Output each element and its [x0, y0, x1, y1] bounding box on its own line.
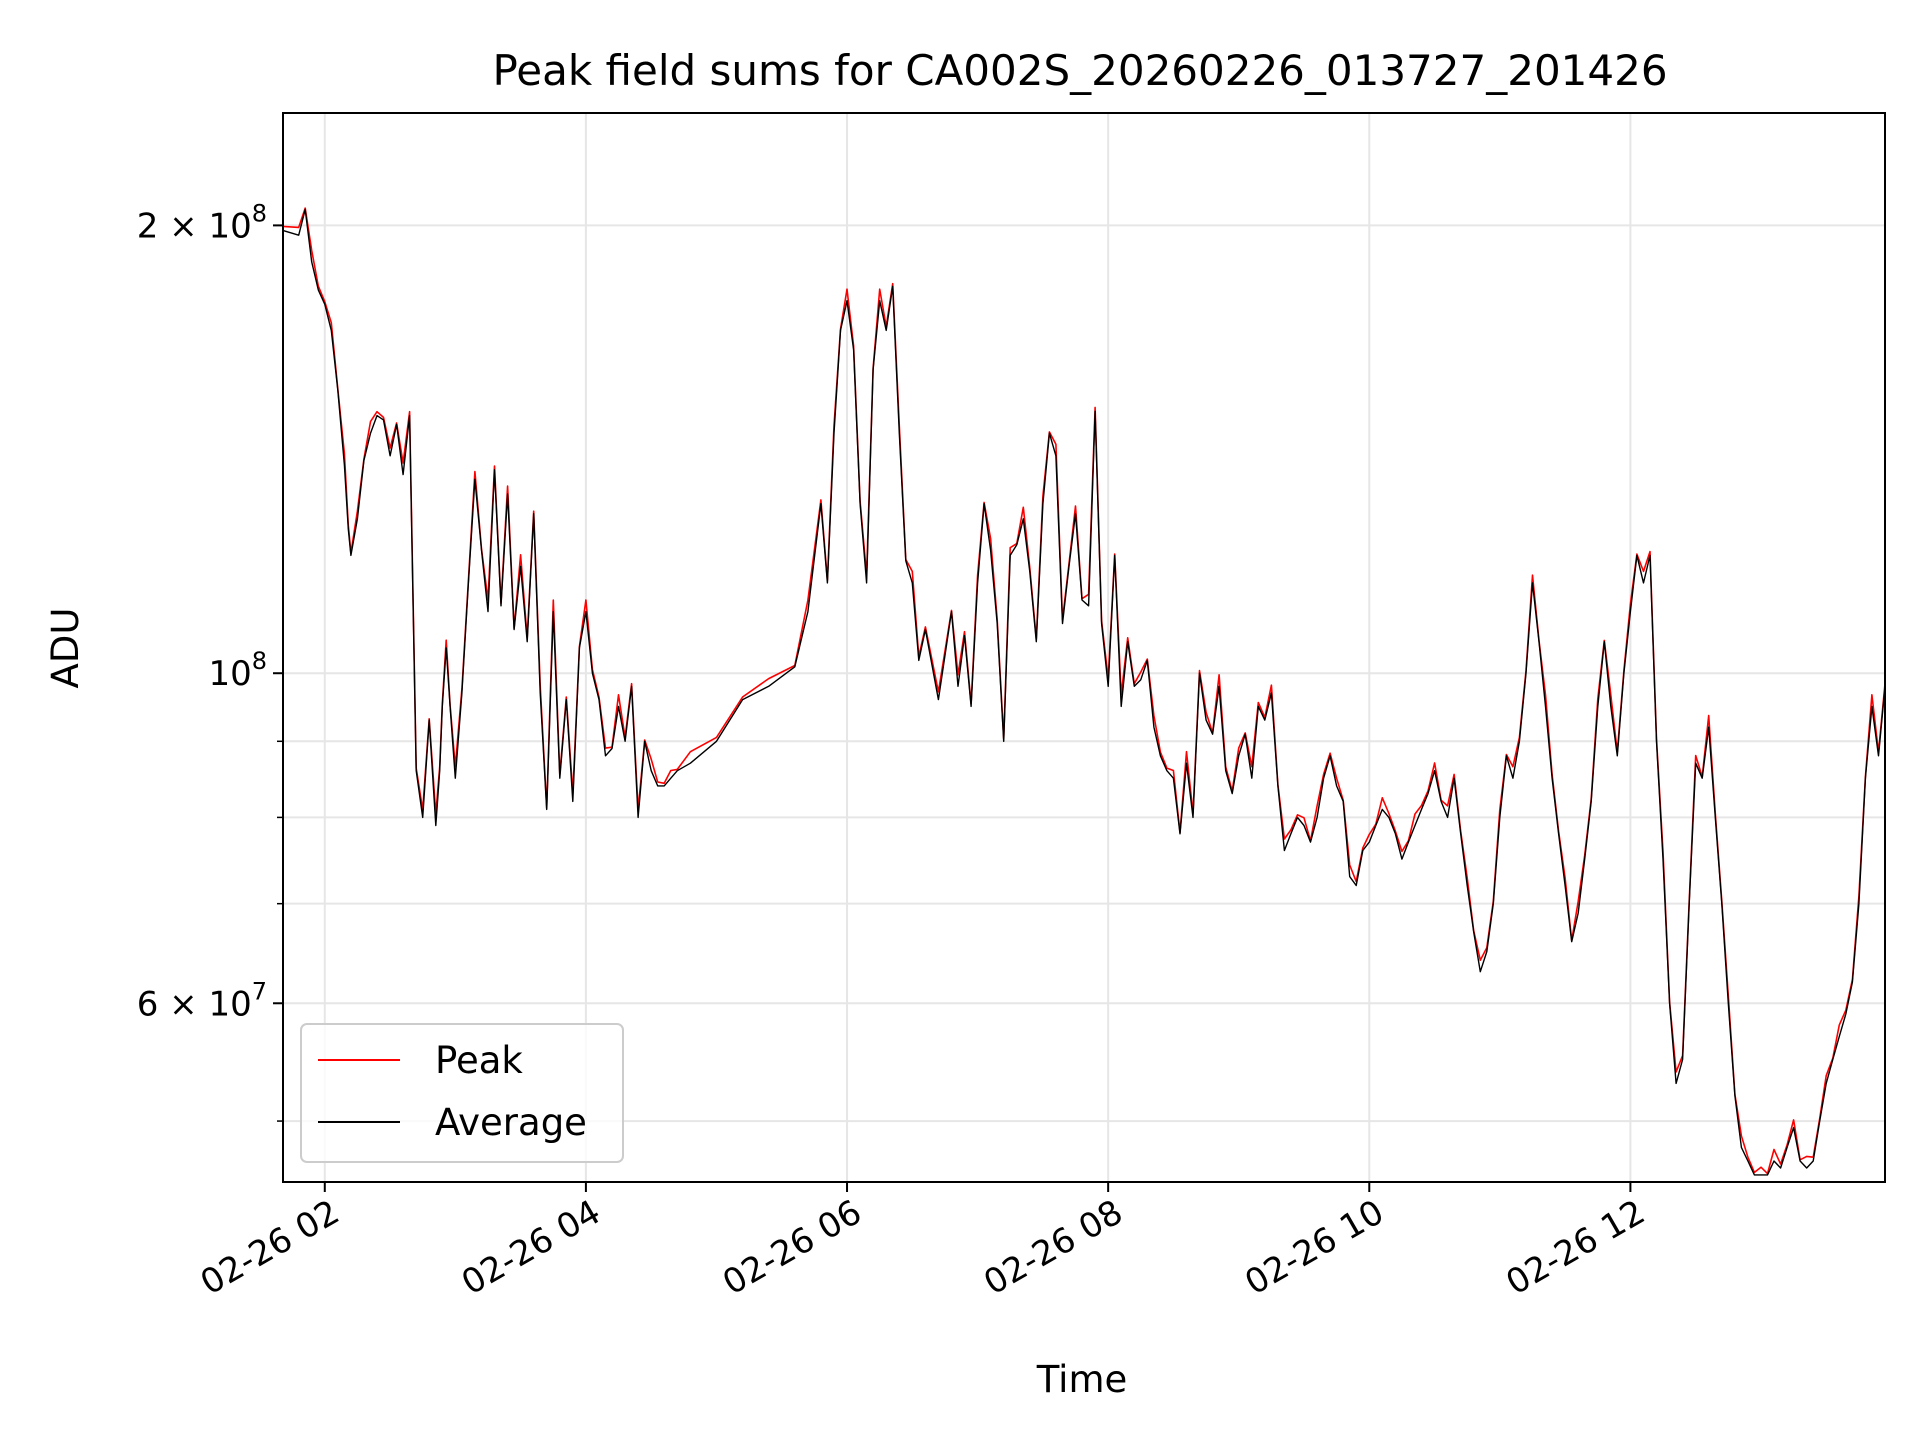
y-axis-label: ADU	[44, 608, 87, 689]
plot-frame	[282, 112, 1886, 1183]
y-tick-label: 2 × 108	[137, 199, 267, 246]
legend-label-peak: Peak	[435, 1039, 523, 1082]
y-tick-label: 108	[208, 647, 267, 694]
series-lines	[283, 207, 1885, 1176]
legend: Peak Average	[300, 1023, 624, 1163]
series-line-average	[283, 208, 1885, 1176]
x-axis-label: Time	[1036, 1358, 1128, 1401]
chart-title: Peak field sums for CA002S_20260226_0137…	[492, 46, 1667, 95]
legend-label-average: Average	[435, 1101, 587, 1144]
y-tick-label: 6 × 107	[137, 977, 267, 1024]
y-axis: 2 × 108 108 6 × 107	[137, 199, 283, 1122]
legend-box	[300, 1023, 624, 1163]
